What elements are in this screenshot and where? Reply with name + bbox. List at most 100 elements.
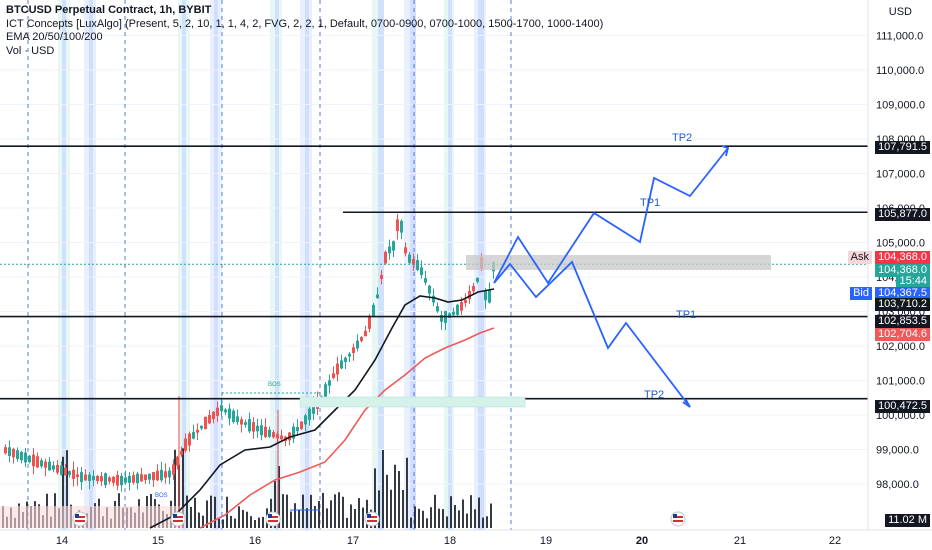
candle-body <box>12 448 15 458</box>
candle-body <box>432 295 435 303</box>
horizontal-levels[interactable] <box>0 145 868 511</box>
volume-bar <box>450 496 452 528</box>
candle-body <box>408 254 411 263</box>
candle-body <box>100 476 103 482</box>
candle-body <box>416 260 419 270</box>
volume-bar <box>326 508 328 528</box>
day-separators <box>27 0 512 530</box>
candle-body <box>472 286 475 292</box>
volume-bar <box>62 456 64 528</box>
candle-body <box>456 304 459 315</box>
candle-body <box>296 426 299 432</box>
volume-bar <box>398 471 400 528</box>
candle-body <box>488 290 491 303</box>
annotations: TP2 TP1 TP1 TP2 BOS BOS <box>155 132 696 499</box>
bid-price: 104,367.5 <box>875 287 930 300</box>
candle-body <box>280 435 283 440</box>
candle-body <box>36 456 39 468</box>
candle-body <box>216 407 219 416</box>
candle-body <box>384 251 387 264</box>
indicator-volume[interactable]: Vol · USD <box>6 44 55 57</box>
candle-body <box>248 419 251 432</box>
candle-body <box>32 454 35 467</box>
candle-body <box>136 473 139 484</box>
indicator-ema[interactable]: EMA 20/50/100/200 <box>6 31 103 43</box>
flag-canton <box>367 514 371 518</box>
candle-body <box>40 460 43 467</box>
candle-body <box>436 306 439 312</box>
flag-stripe <box>673 516 683 518</box>
flag-stripe <box>75 520 85 522</box>
candle-body <box>48 461 51 471</box>
candle-body <box>352 347 355 354</box>
us-flag-event-icon <box>72 511 88 527</box>
flag-stripe <box>268 516 278 518</box>
killzone-band <box>62 0 66 530</box>
time-tick-label: 21 <box>734 535 746 547</box>
candle-body <box>428 285 431 294</box>
candle-body <box>400 220 403 233</box>
candle-body <box>112 476 115 483</box>
candle-body <box>164 471 167 478</box>
arrow-head <box>721 145 730 157</box>
volume-bar <box>354 509 356 528</box>
candle-body <box>60 465 63 475</box>
volume-bar <box>198 512 200 528</box>
volume-bar <box>442 509 444 528</box>
flag-canton <box>173 514 177 518</box>
volume-bar <box>250 516 252 528</box>
candle-body <box>92 476 95 481</box>
volume-bar <box>190 506 192 528</box>
candle-body <box>160 469 163 481</box>
candle-body <box>20 451 23 461</box>
projection-path[interactable] <box>493 145 730 408</box>
projection-up <box>493 147 729 285</box>
candle-body <box>184 438 187 451</box>
flag-stripe <box>268 520 278 522</box>
volume-bar <box>290 511 292 528</box>
volume-bar <box>182 448 184 528</box>
volume-bar <box>454 504 456 528</box>
killzone-band <box>275 0 279 530</box>
candle-body <box>84 474 87 481</box>
event-flags[interactable] <box>72 511 686 527</box>
price-tick-label: 109,000.0 <box>876 100 925 112</box>
indicator-ict[interactable]: ICT Concepts [LuxAlgo] (Present, 5, 2, 1… <box>6 17 604 30</box>
currency-button[interactable]: USD <box>888 6 912 18</box>
volume-label: 11.02 M <box>885 514 930 527</box>
candle-body <box>292 426 295 439</box>
ema-lines <box>149 288 495 529</box>
symbol-title[interactable]: BTCUSD Perpetual Contract, 1h, BYBIT <box>6 4 212 16</box>
candle-body <box>156 470 159 481</box>
volume-bar <box>282 494 284 528</box>
volume-bar <box>474 509 476 528</box>
volume-bar <box>482 517 484 528</box>
volume-bar <box>186 495 188 528</box>
candle-body <box>244 422 247 425</box>
candle-body <box>64 467 67 476</box>
level-label: 102,853.5 <box>875 315 930 328</box>
candle-body <box>104 473 107 486</box>
ask-tag: Ask <box>847 251 872 264</box>
candle-body <box>176 456 179 466</box>
volume-bar <box>294 503 296 528</box>
time-tick-label: 14 <box>56 535 68 547</box>
time-tick-label: 15 <box>152 535 164 547</box>
candle-body <box>348 353 351 357</box>
volume-bar <box>334 494 336 528</box>
flag-stripe <box>367 520 377 522</box>
candle-body <box>308 408 311 420</box>
candle-body <box>272 432 275 438</box>
time-tick-label: 18 <box>444 535 456 547</box>
candle-body <box>220 405 223 411</box>
ema-black-value: 103,710.2 <box>875 298 930 311</box>
candle-body <box>8 447 11 457</box>
candle-body <box>228 408 231 419</box>
candle-body <box>44 461 47 468</box>
volume-bar <box>66 450 68 528</box>
bid-tag: Bid <box>850 287 872 300</box>
volume-bar <box>322 492 324 528</box>
volume-bar <box>490 503 492 528</box>
